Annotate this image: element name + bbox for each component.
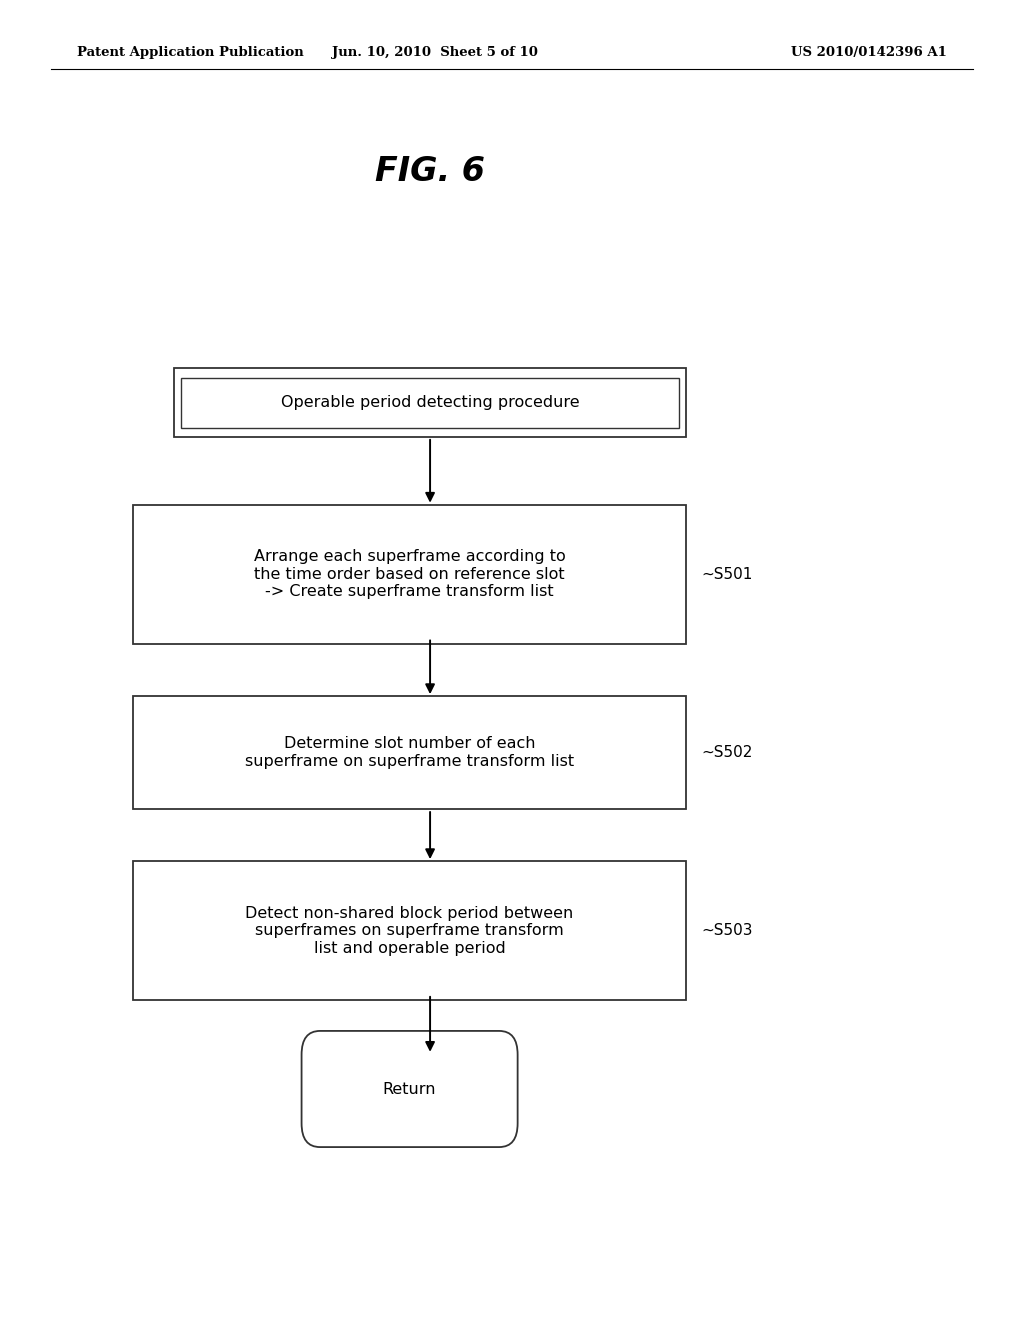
Text: Arrange each superframe according to
the time order based on reference slot
-> C: Arrange each superframe according to the…	[254, 549, 565, 599]
FancyBboxPatch shape	[301, 1031, 517, 1147]
Text: Determine slot number of each
superframe on superframe transform list: Determine slot number of each superframe…	[245, 737, 574, 768]
Text: ~S501: ~S501	[701, 566, 753, 582]
Text: Operable period detecting procedure: Operable period detecting procedure	[281, 395, 580, 411]
Text: Return: Return	[383, 1081, 436, 1097]
Text: US 2010/0142396 A1: US 2010/0142396 A1	[792, 46, 947, 59]
FancyBboxPatch shape	[174, 368, 686, 437]
FancyBboxPatch shape	[181, 378, 679, 428]
Text: ~S502: ~S502	[701, 744, 753, 760]
Text: Patent Application Publication: Patent Application Publication	[77, 46, 303, 59]
Text: ~S503: ~S503	[701, 923, 753, 939]
FancyBboxPatch shape	[133, 697, 686, 808]
FancyBboxPatch shape	[133, 506, 686, 644]
Text: Detect non-shared block period between
superframes on superframe transform
list : Detect non-shared block period between s…	[246, 906, 573, 956]
Text: Jun. 10, 2010  Sheet 5 of 10: Jun. 10, 2010 Sheet 5 of 10	[332, 46, 539, 59]
FancyBboxPatch shape	[133, 862, 686, 1001]
Text: FIG. 6: FIG. 6	[375, 154, 485, 187]
